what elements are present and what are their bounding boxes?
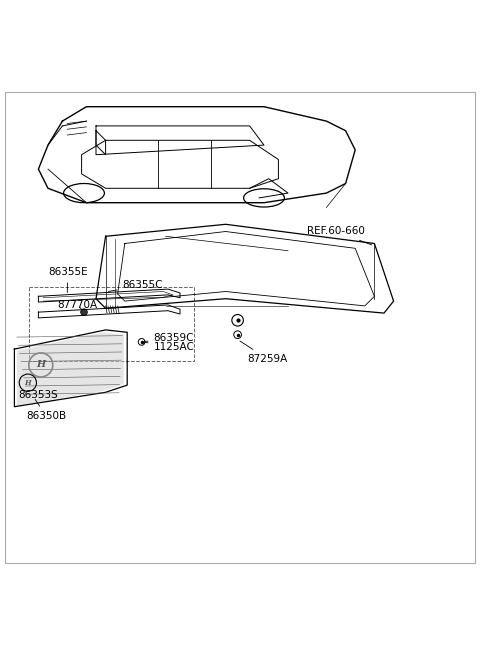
- Text: 86355E: 86355E: [48, 267, 88, 293]
- Text: H: H: [36, 360, 46, 369]
- Polygon shape: [17, 332, 124, 405]
- Circle shape: [81, 309, 87, 316]
- Text: 87770A: 87770A: [58, 300, 98, 310]
- Text: 86353S: 86353S: [18, 384, 58, 400]
- Text: 86359C: 86359C: [144, 333, 194, 343]
- Text: 1125AC: 1125AC: [144, 342, 194, 352]
- Text: REF.60-660: REF.60-660: [307, 227, 372, 245]
- Text: 87259A: 87259A: [240, 341, 288, 364]
- Text: H: H: [24, 379, 31, 386]
- Text: 86350B: 86350B: [26, 400, 67, 421]
- Text: 86355C: 86355C: [108, 280, 163, 291]
